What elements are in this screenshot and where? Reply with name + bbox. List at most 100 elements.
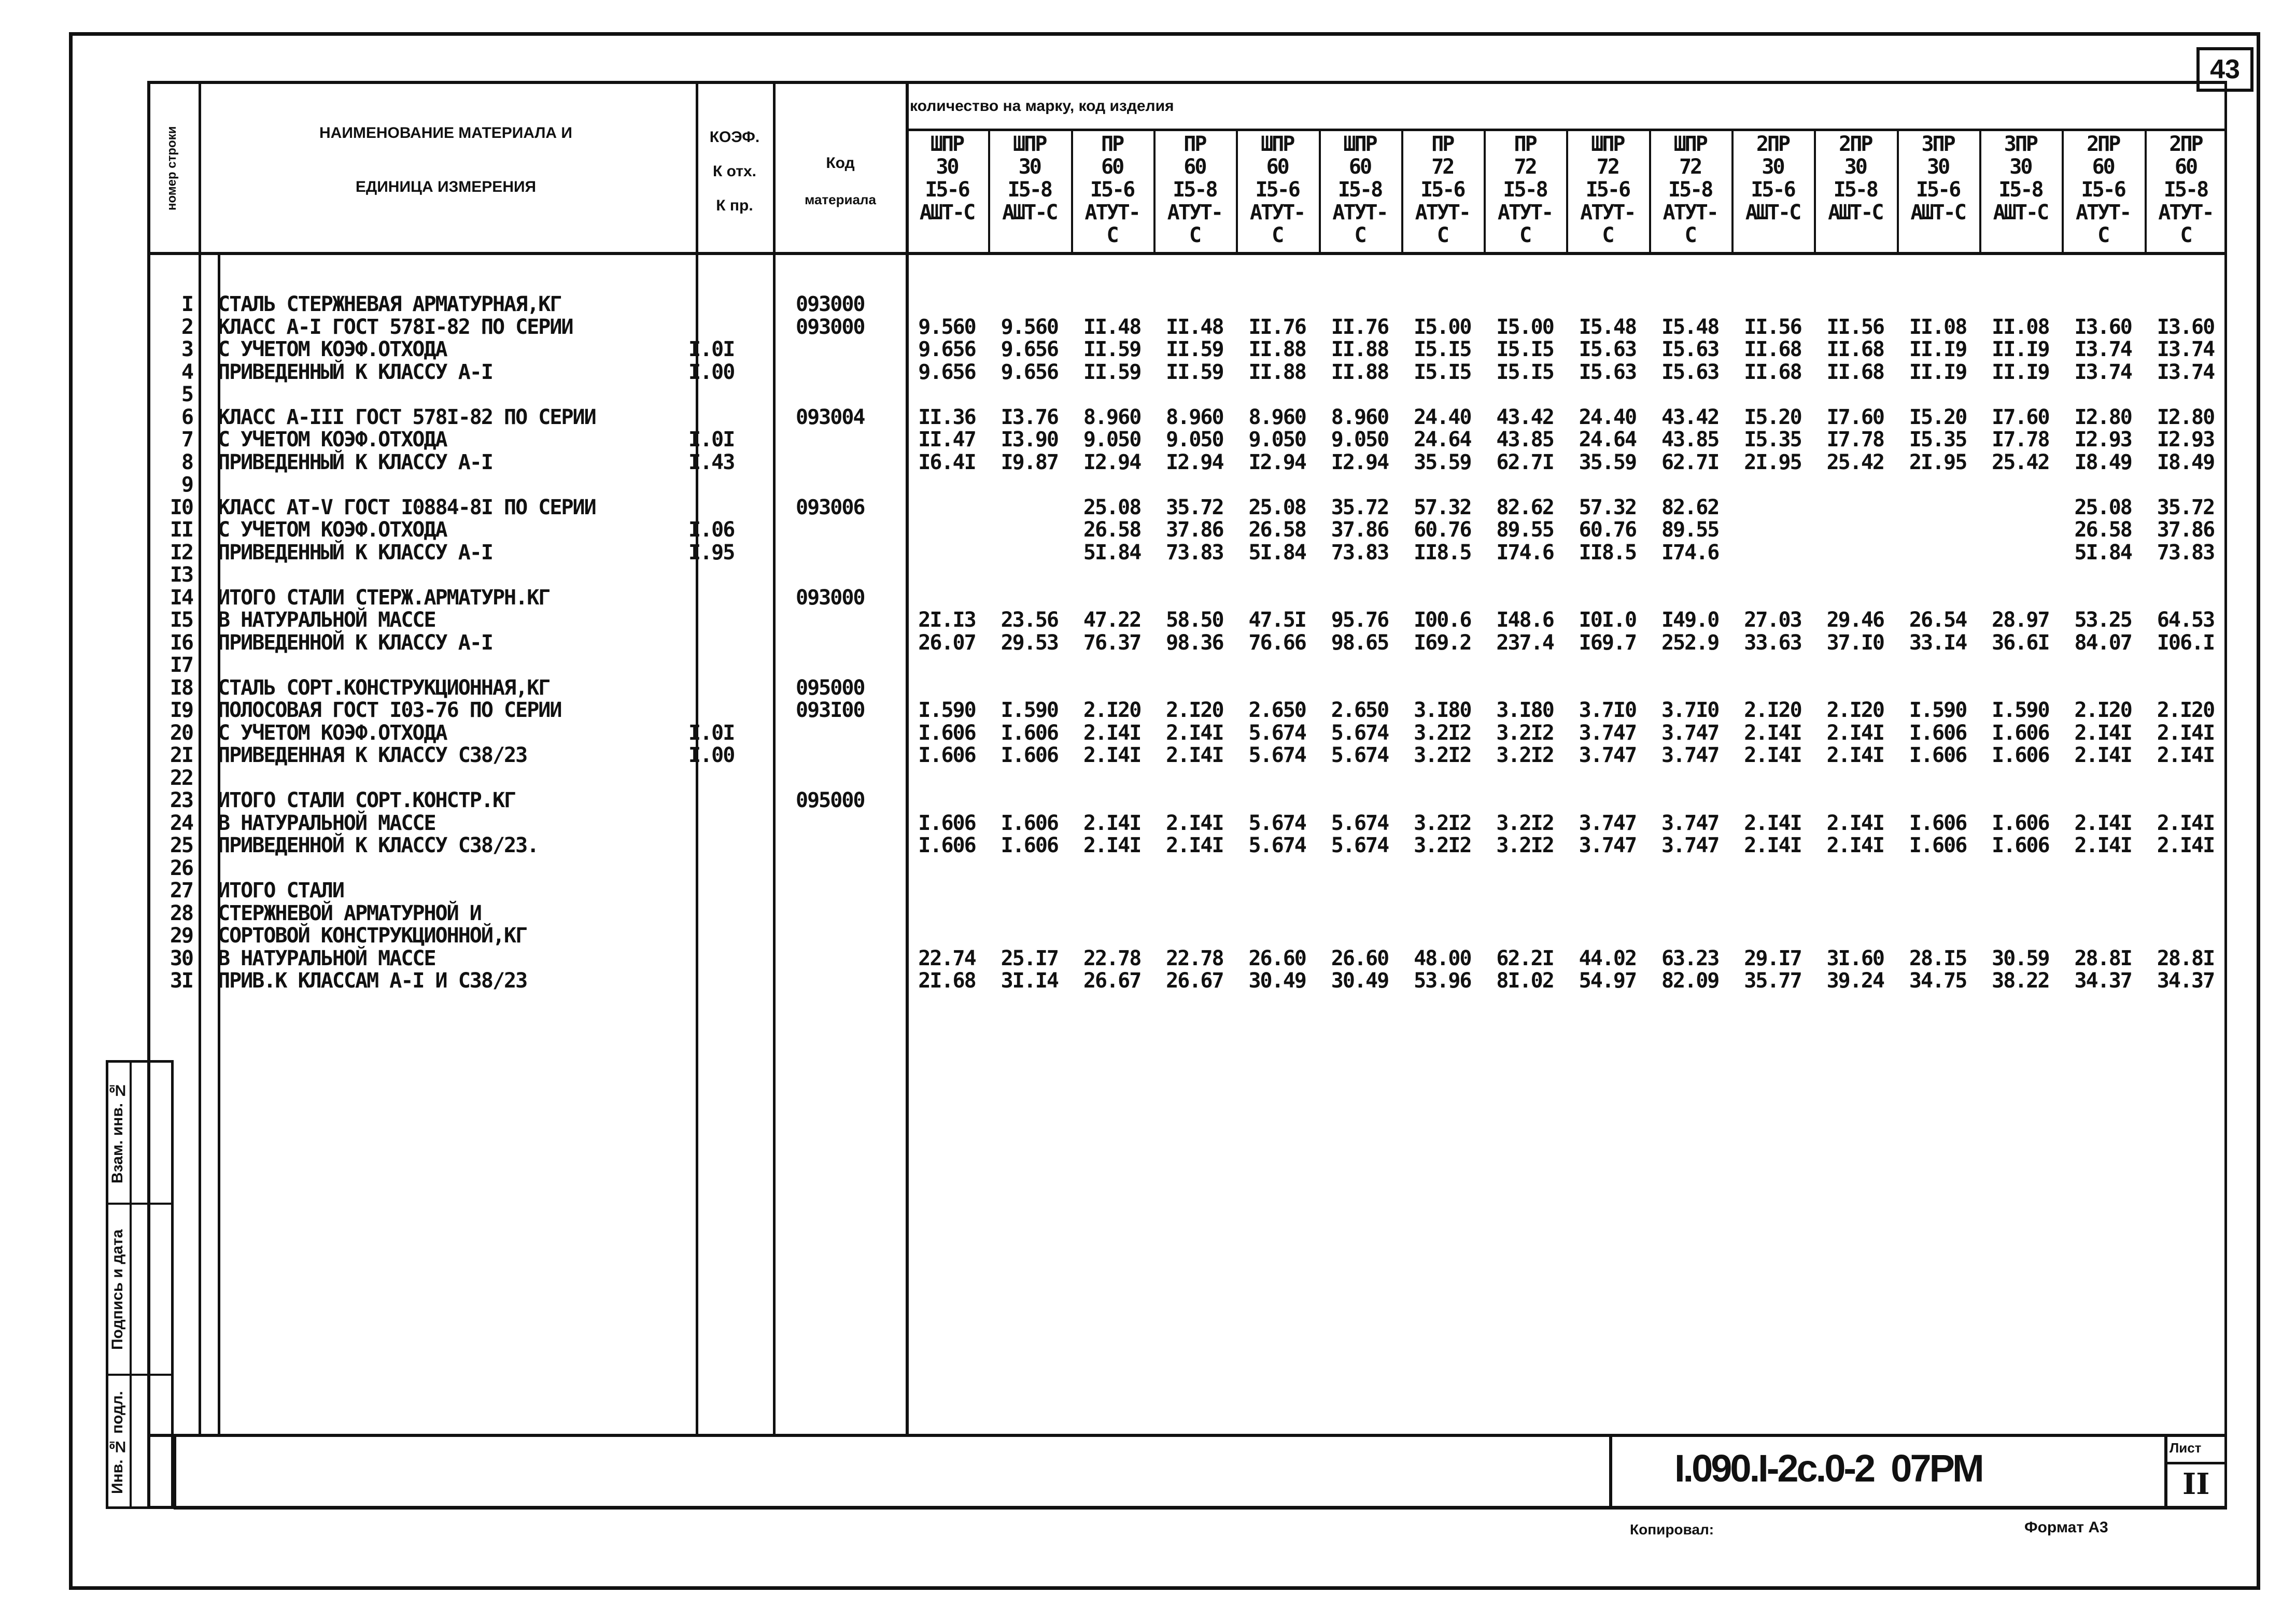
quantity-value: 5I.84 <box>2074 540 2132 565</box>
data-col-divider <box>1896 130 1899 253</box>
quantity-value: 3.747 <box>1661 743 1720 767</box>
quantity-value: II.48 <box>1083 315 1142 339</box>
quantity-value: 2.I4I <box>2157 834 2215 857</box>
quantity-value: 2.I4I <box>1166 811 1224 835</box>
column-header-l4: АШТ-С <box>1002 201 1058 224</box>
column-header-l2: 60 <box>2092 155 2116 179</box>
sheet-value: II <box>2182 1467 2210 1501</box>
quantity-value: 29.53 <box>1001 630 1059 655</box>
quantity-value: II.68 <box>1826 337 1885 361</box>
quantity-value: 48.00 <box>1414 946 1472 970</box>
material-code: 095000 <box>796 788 865 812</box>
column-header: ШПР 30 I5-6 АШТ-С <box>906 130 988 253</box>
quantity-value: I2.94 <box>1083 450 1142 474</box>
quantity-value: I3.74 <box>2074 360 2132 384</box>
quantity-value: I69.7 <box>1579 630 1637 655</box>
quantity-value: I.590 <box>1909 698 1967 722</box>
row-number: 5 <box>181 383 194 406</box>
column-header-l1: ШПР <box>930 132 965 156</box>
material-code: 093000 <box>796 585 865 610</box>
column-header-l4: АТУТ- <box>1332 201 1388 224</box>
column-header-l5: С <box>1436 223 1449 247</box>
quantity-value: 22.78 <box>1083 946 1142 970</box>
quantity-value: 5.674 <box>1331 811 1389 835</box>
row-number: II <box>170 518 194 542</box>
quantity-value: 2.I20 <box>2157 698 2215 722</box>
quantity-value: 3.2I2 <box>1496 811 1554 835</box>
material-code: 093000 <box>796 315 865 339</box>
column-header-l3: I5-6 <box>2081 178 2126 202</box>
quantity-value: 22.78 <box>1166 946 1224 970</box>
quantity-value: 3.I80 <box>1496 698 1554 722</box>
row-number: 6 <box>181 405 194 429</box>
row-number: 28 <box>170 901 194 925</box>
quantity-value: II.76 <box>1248 315 1306 339</box>
coefficient: I.06 <box>688 518 735 542</box>
quantity-value: II.48 <box>1166 315 1224 339</box>
quantity-value: II.59 <box>1083 337 1142 361</box>
row-number: I2 <box>170 540 194 565</box>
column-header-l2: 30 <box>1844 155 1868 179</box>
outer-frame <box>69 32 2260 1590</box>
quantity-value: I74.6 <box>1496 540 1554 565</box>
quantity-value: I5.48 <box>1661 315 1720 339</box>
table-row: 2 КЛАСС А-I ГОСТ 578I-82 ПО СЕРИИ 093000 9.… <box>0 316 2296 338</box>
quantity-value: 34.75 <box>1909 969 1967 993</box>
quantity-value: 84.07 <box>2074 630 2132 655</box>
quantity-value: 2.I4I <box>1826 811 1885 835</box>
row-number: I8 <box>170 675 194 700</box>
column-header-l4: АШТ-С <box>1993 201 2049 224</box>
quantity-value: 47.22 <box>1083 608 1142 632</box>
quantity-value: 37.I0 <box>1826 630 1885 655</box>
material-name: ПРИВЕДЕННОЙ К КЛАССУ А-I <box>218 630 494 655</box>
table-row: 8 ПРИВЕДЕННЫЙ К КЛАССУ А-I I.43 I6.4I I9.87 I… <box>0 451 2296 474</box>
quantity-value: 8I.02 <box>1496 969 1554 993</box>
side-stamp-divider <box>130 1060 132 1509</box>
quantity-value: I2.94 <box>1248 450 1306 474</box>
quantity-value: 5.674 <box>1248 811 1306 835</box>
quantity-value: 43.85 <box>1661 428 1720 452</box>
quantity-value: 9.050 <box>1083 428 1142 452</box>
quantity-value: 35.72 <box>1166 495 1224 519</box>
column-header-l1: 2ПР <box>2169 132 2203 156</box>
quantity-value: I.606 <box>1909 721 1967 745</box>
column-header: 2ПР 30 I5-6 АШТ-С <box>1731 130 1814 253</box>
material-name: С УЧЕТОМ КОЭФ.ОТХОДА <box>218 721 448 745</box>
quantity-value: II.08 <box>1909 315 1967 339</box>
row-number: 2 <box>181 315 194 339</box>
col-divider-data <box>906 81 909 1436</box>
column-header-l4: АТУТ- <box>1663 201 1719 224</box>
quantity-value: I.590 <box>1992 698 2050 722</box>
column-header-l2: 30 <box>2009 155 2033 179</box>
quantity-value: 62.7I <box>1661 450 1720 474</box>
quantity-value: 3.2I2 <box>1414 834 1472 857</box>
quantity-value: 8.960 <box>1331 405 1389 429</box>
column-header-l2: 60 <box>2174 155 2198 179</box>
quantity-value: I7.78 <box>1826 428 1885 452</box>
quantity-value: 2.I4I <box>2157 811 2215 835</box>
column-header-l3: I5-8 <box>1668 178 1713 202</box>
quantity-value: 3.2I2 <box>1496 834 1554 857</box>
quantity-value: I5.I5 <box>1496 337 1554 361</box>
column-header: ПР 60 I5-8 АТУТ- С <box>1153 130 1236 253</box>
quantity-value: 2.I4I <box>1166 834 1224 857</box>
quantity-value: I.606 <box>1992 721 2050 745</box>
quantity-value: 24.64 <box>1579 428 1637 452</box>
quantity-value: I0I.0 <box>1579 608 1637 632</box>
quantity-value: 252.9 <box>1661 630 1720 655</box>
coefficient: I.00 <box>688 743 735 767</box>
column-header: ШПР 30 I5-8 АШТ-С <box>988 130 1070 253</box>
column-header-l5: С <box>1684 223 1697 247</box>
coefficient: I.0I <box>688 337 735 361</box>
coefficient: I.00 <box>688 360 735 384</box>
quantity-value: 2.I20 <box>1744 698 1802 722</box>
footer-copied: Копировал: <box>1630 1521 1714 1538</box>
title-block-bottom <box>174 1506 2227 1510</box>
quantity-value: 30.49 <box>1248 969 1306 993</box>
column-header-l2: 30 <box>1927 155 1950 179</box>
quantity-value: 5.674 <box>1331 743 1389 767</box>
material-name: ИТОГО СТАЛИ СОРТ.КОНСТР.КГ <box>218 788 516 812</box>
quantity-value: 2.I4I <box>1083 743 1142 767</box>
column-header-l4: АШТ-С <box>1828 201 1884 224</box>
column-header-l4: АТУТ- <box>1249 201 1306 224</box>
